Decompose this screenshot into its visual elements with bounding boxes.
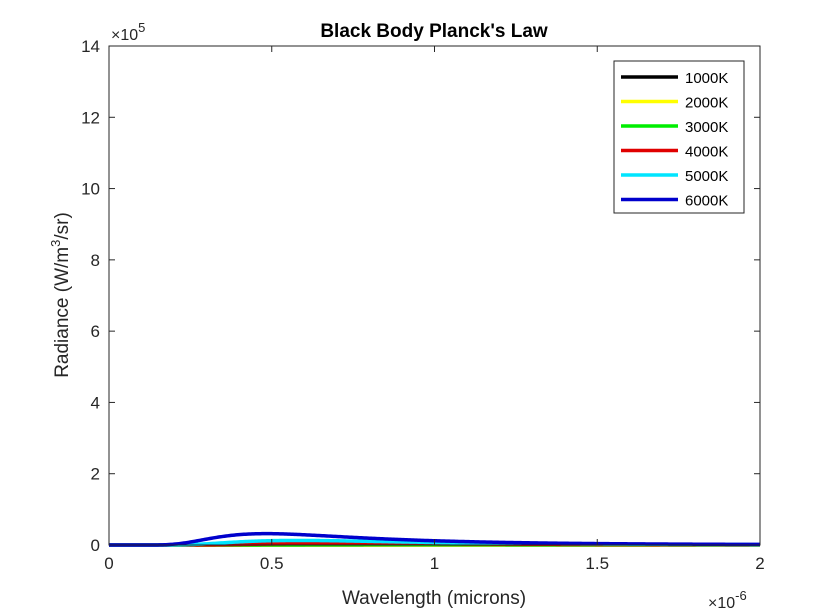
y-exponent-label: ×105: [111, 20, 145, 44]
legend-entry: 1000K: [685, 70, 728, 87]
legend-entry: 5000K: [685, 168, 728, 185]
y-tick-label: 10: [81, 180, 100, 199]
y-tick-label: 8: [91, 251, 100, 270]
y-exponent-value: 5: [138, 20, 145, 35]
legend-entry: 4000K: [685, 144, 728, 161]
y-exponent-prefix: ×10: [111, 27, 138, 44]
ticks-layer: 0 0.5 1 1.5 2 0 2 4 6 8 10 12 14: [81, 37, 765, 573]
legend: 1000K 2000K 3000K 4000K 5000K 6000K: [613, 60, 745, 214]
y-axis-label-sup: 3: [48, 240, 63, 247]
y-tick-label: 4: [91, 393, 100, 412]
x-tick-label: 0.5: [260, 554, 284, 573]
x-tick-label: 1: [430, 554, 439, 573]
y-tick-label: 2: [91, 465, 100, 484]
x-exponent-value: -6: [735, 588, 747, 603]
x-tick-label: 2: [755, 554, 764, 573]
y-tick-label: 14: [81, 37, 100, 56]
x-exponent-label: ×10-6: [708, 588, 747, 612]
x-axis-label: Wavelength (microns): [342, 588, 526, 609]
y-axis-label-main: Radiance (W/m: [52, 247, 73, 378]
y-tick-label: 0: [91, 536, 100, 555]
chart-title: Black Body Planck's Law: [320, 21, 548, 42]
x-tick-label: 1.5: [585, 554, 609, 573]
legend-entry: 3000K: [685, 119, 728, 136]
y-tick-label: 12: [81, 108, 100, 127]
legend-entry: 2000K: [685, 95, 728, 112]
y-axis-label-rest: /sr): [52, 212, 73, 239]
y-axis-label: Radiance (W/m3/sr): [48, 212, 73, 378]
legend-entry: 6000K: [685, 193, 728, 210]
y-tick-label: 6: [91, 322, 100, 341]
x-tick-label: 0: [104, 554, 113, 573]
x-exponent-prefix: ×10: [708, 595, 735, 612]
legend-box: [613, 60, 745, 214]
